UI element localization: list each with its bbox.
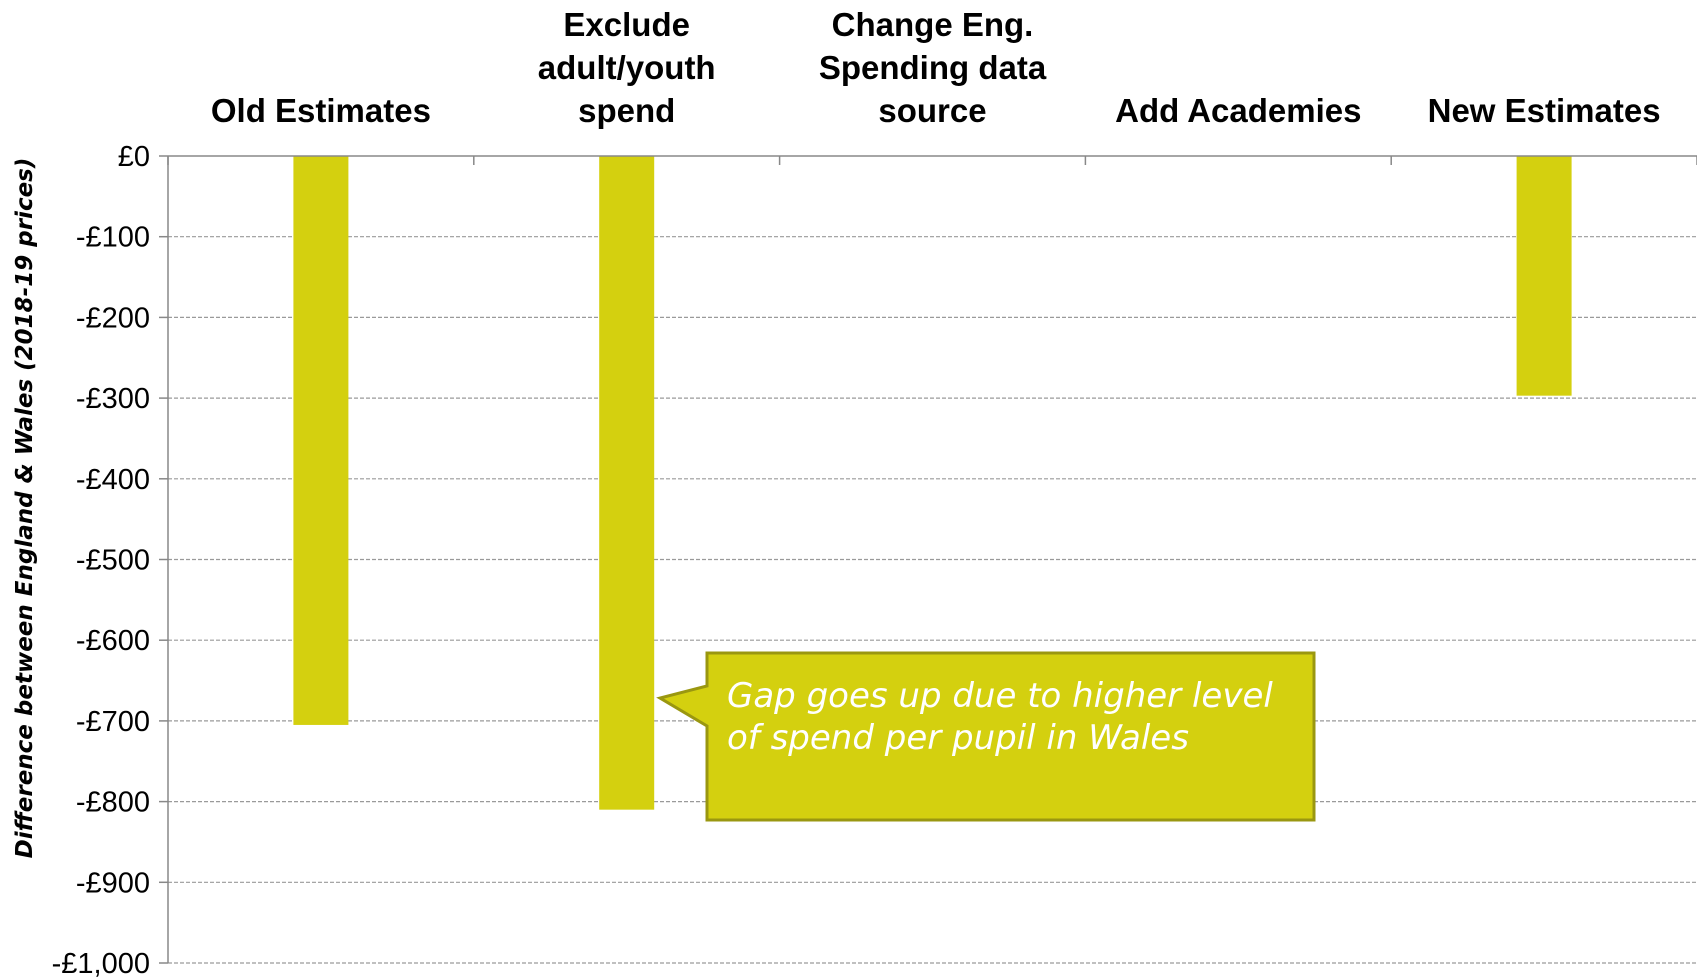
y-tick-label: -£1,000 <box>52 948 150 978</box>
category-labels: Old Estimates Exclude adult/youth spend Chan… <box>211 6 1661 129</box>
category-label: Change Eng. <box>832 6 1034 43</box>
callout-text: of spend per pupil in Wales <box>727 718 1189 758</box>
y-tick-label: -£400 <box>76 464 150 496</box>
category-label: source <box>878 92 986 129</box>
bar-1 <box>599 156 655 810</box>
category-label: adult/youth <box>538 49 716 86</box>
bar-4 <box>1516 156 1572 396</box>
y-tick-label: -£500 <box>76 545 150 577</box>
y-tick-label: -£100 <box>76 222 150 254</box>
category-label: Add Academies <box>1115 92 1361 129</box>
y-tick-label: -£200 <box>76 302 150 334</box>
y-tick-label: -£300 <box>76 383 150 415</box>
category-label: Exclude <box>563 6 690 43</box>
y-tick-label: -£800 <box>76 787 150 819</box>
category-label: Spending data <box>819 49 1047 86</box>
category-label: Old Estimates <box>211 92 431 129</box>
callout-text: Gap goes up due to higher level <box>727 676 1273 716</box>
y-tick-label: -£900 <box>76 867 150 899</box>
axes <box>159 155 1697 964</box>
callout-box <box>656 651 1316 822</box>
bars <box>293 156 1572 810</box>
y-tick-label: £0 <box>118 141 150 173</box>
bar-0 <box>293 156 349 725</box>
y-tick-labels: £0 -£100 -£200 -£300 -£400 -£500 -£600 -£700 -£8… <box>52 141 150 978</box>
y-tick-label: -£700 <box>76 706 150 738</box>
gridlines <box>168 236 1697 964</box>
category-label: spend <box>578 92 675 129</box>
y-tick-label: -£600 <box>76 625 150 657</box>
y-axis-label: Difference between England & Wales (2018… <box>12 158 38 859</box>
category-label: New Estimates <box>1428 92 1661 129</box>
